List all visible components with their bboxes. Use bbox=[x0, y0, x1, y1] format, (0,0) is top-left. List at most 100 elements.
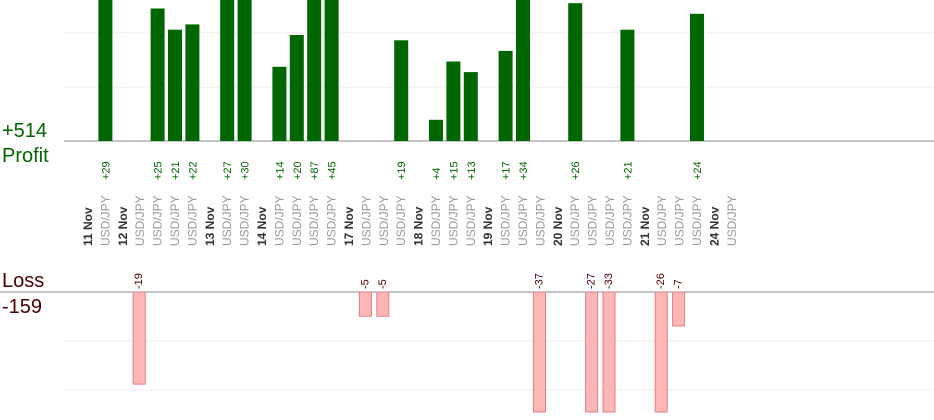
loss-value-label: -37 bbox=[533, 273, 545, 289]
date-label: 17 Nov bbox=[342, 206, 356, 246]
pair-label: USD/JPY bbox=[359, 195, 373, 246]
loss-bar bbox=[376, 291, 390, 317]
profit-value-label: +21 bbox=[170, 161, 182, 180]
loss-value-label: -5 bbox=[377, 279, 389, 289]
profit-bar bbox=[429, 119, 443, 141]
profit-bar bbox=[98, 0, 113, 141]
pair-label: USD/JPY bbox=[220, 195, 234, 246]
profit-value-label: +25 bbox=[153, 161, 165, 180]
pair-label: USD/JPY bbox=[272, 195, 286, 246]
pair-label: USD/JPY bbox=[307, 195, 321, 246]
pair-label: USD/JPY bbox=[429, 195, 443, 246]
date-label: 21 Nov bbox=[638, 206, 652, 246]
profit-value-label: +13 bbox=[466, 161, 478, 180]
date-label: 19 Nov bbox=[481, 206, 495, 246]
pair-label: USD/JPY bbox=[325, 195, 339, 246]
profit-bar bbox=[307, 0, 322, 141]
pair-label: USD/JPY bbox=[533, 195, 547, 246]
profit-value-label: +27 bbox=[222, 161, 234, 180]
profit-value-label: +21 bbox=[622, 161, 634, 180]
pair-label: USD/JPY bbox=[238, 195, 252, 246]
loss-value-label: -19 bbox=[133, 273, 145, 289]
profit-bar bbox=[620, 29, 635, 142]
profit-value-label: +20 bbox=[292, 161, 304, 180]
profit-bar bbox=[498, 50, 513, 141]
pair-label: USD/JPY bbox=[185, 195, 199, 246]
loss-bar bbox=[602, 291, 616, 413]
profit-value-label: +34 bbox=[518, 161, 530, 180]
pair-label: USD/JPY bbox=[464, 195, 478, 246]
pair-label: USD/JPY bbox=[446, 195, 460, 246]
date-label: 14 Nov bbox=[255, 206, 269, 246]
pair-label: USD/JPY bbox=[98, 195, 112, 246]
loss-bar bbox=[672, 291, 686, 327]
profit-bar bbox=[237, 0, 252, 141]
date-label: 11 Nov bbox=[81, 207, 95, 246]
profit-value-label: +30 bbox=[240, 161, 252, 180]
profit-value-label: +26 bbox=[570, 161, 582, 180]
pair-label: USD/JPY bbox=[603, 195, 617, 246]
loss-value-label: -27 bbox=[586, 273, 598, 289]
profit-bar bbox=[272, 66, 287, 141]
pair-label: USD/JPY bbox=[290, 195, 304, 246]
pair-label: USD/JPY bbox=[394, 195, 408, 246]
profit-bar bbox=[568, 3, 583, 142]
profit-value-label: +4 bbox=[431, 167, 443, 180]
profit-bar bbox=[394, 40, 409, 141]
date-label: 13 Nov bbox=[203, 206, 217, 246]
loss-bar bbox=[532, 291, 546, 413]
profit-value-label: +87 bbox=[309, 161, 321, 180]
profit-value-label: +29 bbox=[100, 161, 112, 180]
loss-total: -159 bbox=[2, 296, 43, 318]
profit-bar bbox=[220, 0, 235, 141]
pair-label: USD/JPY bbox=[673, 195, 687, 246]
pair-label: USD/JPY bbox=[586, 195, 600, 246]
pair-label: USD/JPY bbox=[620, 195, 634, 246]
profit-bar bbox=[463, 72, 478, 141]
loss-bar bbox=[132, 291, 146, 385]
pair-label: USD/JPY bbox=[516, 195, 530, 246]
pair-label: USD/JPY bbox=[568, 195, 582, 246]
pair-label: USD/JPY bbox=[151, 195, 165, 246]
loss-bar bbox=[585, 291, 599, 413]
profit-bar bbox=[185, 24, 200, 141]
pair-label: USD/JPY bbox=[499, 195, 513, 246]
date-label: 24 Nov bbox=[707, 206, 721, 246]
profit-bar bbox=[690, 13, 704, 141]
profit-label: Profit bbox=[2, 145, 49, 167]
profit-value-label: +17 bbox=[501, 161, 513, 180]
pair-label: USD/JPY bbox=[725, 195, 739, 246]
profit-bar bbox=[324, 0, 339, 141]
date-label: 20 Nov bbox=[551, 206, 565, 246]
profit-bar bbox=[516, 0, 530, 141]
pair-label: USD/JPY bbox=[690, 195, 704, 246]
profit-value-label: +45 bbox=[327, 161, 339, 180]
loss-bar bbox=[654, 291, 668, 413]
loss-label: Loss bbox=[2, 270, 45, 292]
loss-bar bbox=[358, 291, 372, 317]
date-label: 18 Nov bbox=[412, 206, 426, 246]
profit-value-label: +14 bbox=[274, 161, 286, 180]
pair-label: USD/JPY bbox=[168, 195, 182, 246]
loss-value-label: -26 bbox=[655, 273, 667, 289]
profit-bar bbox=[446, 61, 461, 141]
pair-label: USD/JPY bbox=[133, 195, 147, 246]
profit-bar bbox=[168, 29, 182, 142]
profit-bar bbox=[150, 8, 165, 141]
profit-value-label: +19 bbox=[396, 161, 408, 180]
date-label: 12 Nov bbox=[116, 206, 130, 246]
loss-value-label: -5 bbox=[359, 279, 371, 289]
profit-value-label: +24 bbox=[692, 161, 704, 180]
loss-value-label: -33 bbox=[603, 273, 615, 289]
pair-label: USD/JPY bbox=[655, 195, 669, 246]
bars bbox=[98, 0, 704, 413]
profit-value-label: +22 bbox=[187, 161, 199, 180]
pair-label: USD/JPY bbox=[377, 195, 391, 246]
profit-value-label: +15 bbox=[448, 161, 460, 180]
loss-value-label: -7 bbox=[673, 279, 685, 289]
profit-bar bbox=[289, 35, 304, 141]
profit-total: +514 bbox=[2, 120, 48, 142]
